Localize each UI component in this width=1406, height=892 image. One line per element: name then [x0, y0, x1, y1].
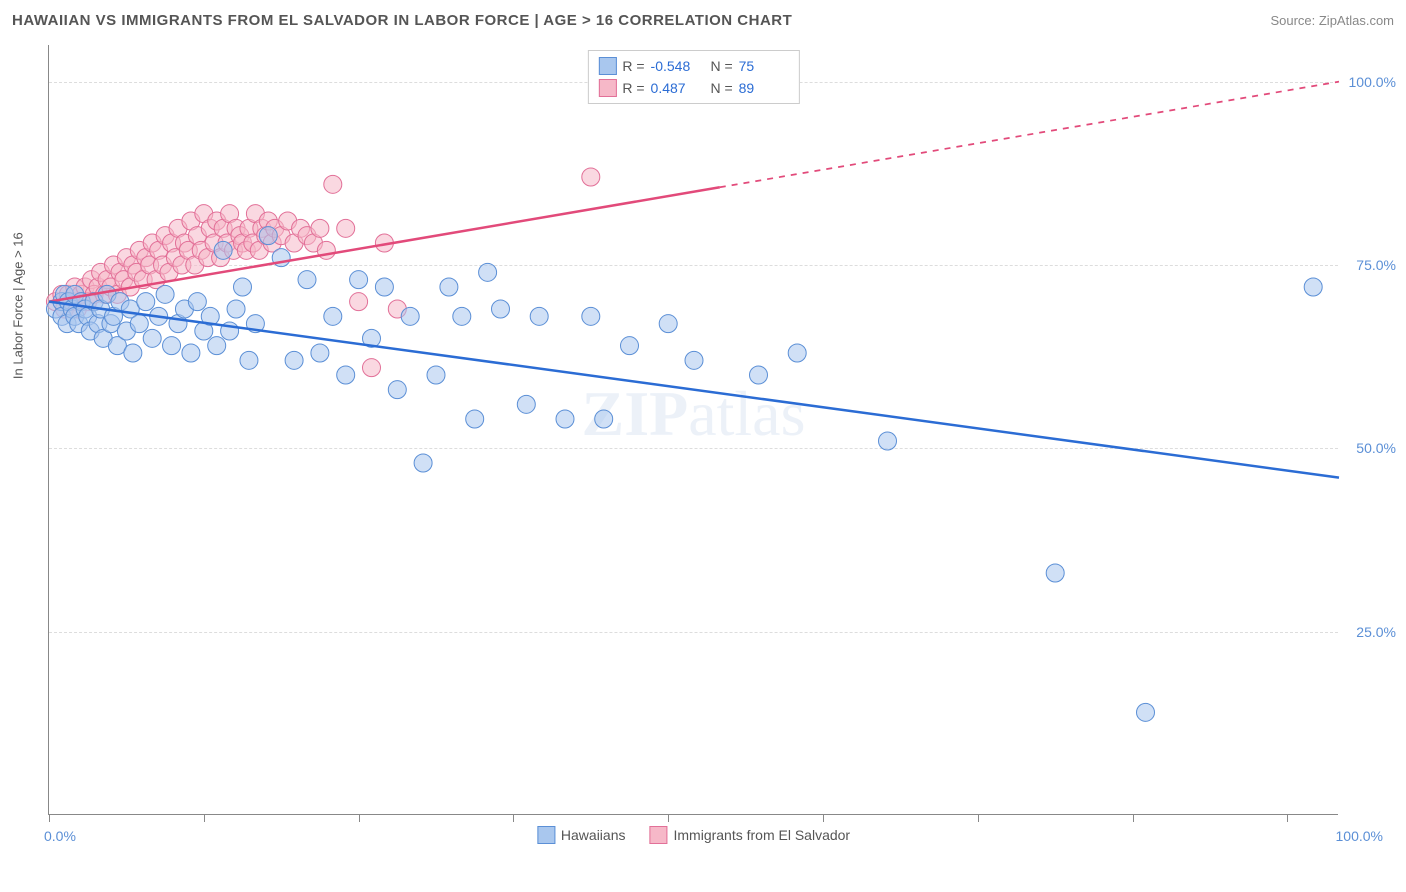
- data-point: [479, 263, 497, 281]
- x-min-label: 0.0%: [44, 828, 76, 844]
- swatch-pink: [598, 79, 616, 97]
- y-tick-label: 50.0%: [1356, 440, 1396, 456]
- y-axis-label: In Labor Force | Age > 16: [11, 232, 26, 379]
- chart-title: HAWAIIAN VS IMMIGRANTS FROM EL SALVADOR …: [12, 12, 792, 29]
- trend-line: [49, 302, 1339, 478]
- data-point: [401, 307, 419, 325]
- x-tick: [668, 814, 669, 822]
- stats-row-pink: R = 0.487 N = 89: [598, 77, 788, 99]
- data-point: [337, 366, 355, 384]
- chart-header: HAWAIIAN VS IMMIGRANTS FROM EL SALVADOR …: [0, 0, 1406, 40]
- x-tick: [359, 814, 360, 822]
- data-point: [517, 395, 535, 413]
- data-point: [492, 300, 510, 318]
- stats-row-blue: R = -0.548 N = 75: [598, 55, 788, 77]
- data-point: [1137, 703, 1155, 721]
- swatch-pink-2: [649, 826, 667, 844]
- data-point: [214, 241, 232, 259]
- x-tick: [823, 814, 824, 822]
- data-point: [582, 307, 600, 325]
- data-point: [337, 219, 355, 237]
- data-point: [188, 293, 206, 311]
- legend-item-salvador: Immigrants from El Salvador: [649, 826, 850, 844]
- data-point: [621, 337, 639, 355]
- data-point: [1304, 278, 1322, 296]
- data-point: [156, 285, 174, 303]
- data-point: [659, 315, 677, 333]
- trend-line-dashed: [720, 82, 1339, 188]
- data-point: [311, 219, 329, 237]
- data-point: [137, 293, 155, 311]
- data-point: [259, 227, 277, 245]
- y-tick-label: 100.0%: [1349, 74, 1396, 90]
- data-point: [427, 366, 445, 384]
- data-point: [124, 344, 142, 362]
- data-point: [143, 329, 161, 347]
- data-point: [298, 271, 316, 289]
- data-point: [453, 307, 471, 325]
- data-point: [227, 300, 245, 318]
- swatch-blue: [598, 57, 616, 75]
- bottom-legend: Hawaiians Immigrants from El Salvador: [537, 826, 850, 844]
- data-point: [788, 344, 806, 362]
- x-tick: [978, 814, 979, 822]
- x-max-label: 100.0%: [1336, 828, 1383, 844]
- y-tick-label: 25.0%: [1356, 624, 1396, 640]
- data-point: [414, 454, 432, 472]
- data-point: [582, 168, 600, 186]
- data-point: [350, 271, 368, 289]
- data-point: [1046, 564, 1064, 582]
- data-point: [130, 315, 148, 333]
- chart-container: In Labor Force | Age > 16 ZIPatlas R = -…: [48, 45, 1388, 845]
- x-tick: [1133, 814, 1134, 822]
- data-point: [363, 359, 381, 377]
- x-tick: [1287, 814, 1288, 822]
- y-tick-label: 75.0%: [1356, 257, 1396, 273]
- data-point: [324, 175, 342, 193]
- data-point: [285, 351, 303, 369]
- x-tick: [204, 814, 205, 822]
- data-point: [324, 307, 342, 325]
- data-point: [375, 278, 393, 296]
- x-tick: [513, 814, 514, 822]
- data-point: [388, 381, 406, 399]
- data-point: [311, 344, 329, 362]
- data-point: [556, 410, 574, 428]
- data-point: [466, 410, 484, 428]
- data-point: [685, 351, 703, 369]
- data-point: [879, 432, 897, 450]
- data-point: [350, 293, 368, 311]
- data-point: [240, 351, 258, 369]
- stats-legend: R = -0.548 N = 75 R = 0.487 N = 89: [587, 50, 799, 104]
- plot-area: ZIPatlas R = -0.548 N = 75 R = 0.487 N =…: [48, 45, 1338, 815]
- data-point: [595, 410, 613, 428]
- chart-source: Source: ZipAtlas.com: [1270, 13, 1394, 28]
- legend-item-hawaiians: Hawaiians: [537, 826, 626, 844]
- data-point: [440, 278, 458, 296]
- scatter-plot: [49, 45, 1338, 814]
- data-point: [163, 337, 181, 355]
- x-tick: [49, 814, 50, 822]
- data-point: [208, 337, 226, 355]
- data-point: [530, 307, 548, 325]
- data-point: [182, 344, 200, 362]
- swatch-blue-2: [537, 826, 555, 844]
- data-point: [234, 278, 252, 296]
- data-point: [750, 366, 768, 384]
